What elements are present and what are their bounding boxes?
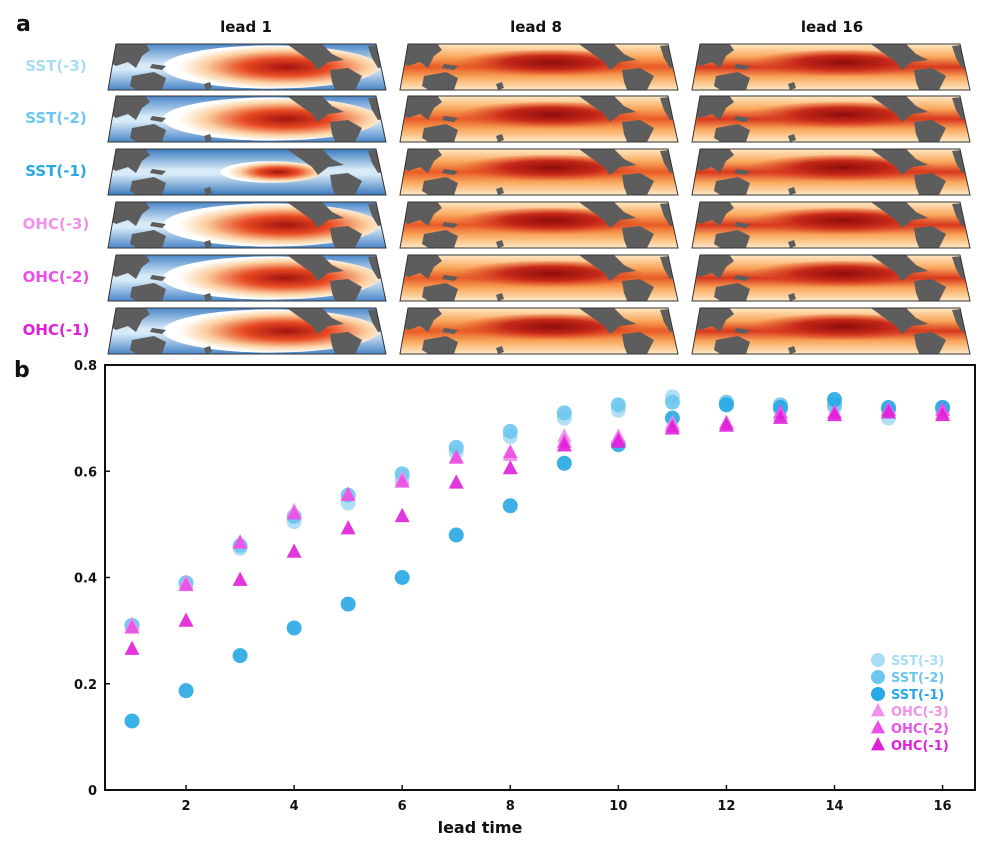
- map-row4-col3: [691, 201, 971, 249]
- point-ohc-2: [178, 576, 194, 592]
- map-row3-col3: [691, 148, 971, 196]
- legend-marker-sst-3: [871, 653, 885, 667]
- row-label-ohc-3: OHC(-3): [22, 215, 90, 233]
- point-ohc-1: [286, 543, 302, 558]
- point-sst-1: [286, 620, 302, 636]
- map-row1-col2: [399, 43, 679, 91]
- legend-label-sst-3: SST(-3): [891, 654, 944, 669]
- point-sst-1: [340, 596, 356, 612]
- legend-label-sst-2: SST(-2): [891, 671, 944, 686]
- point-ohc-1: [718, 417, 734, 432]
- column-title-lead-1: lead 1: [220, 18, 272, 36]
- point-ohc-1: [827, 406, 843, 422]
- map-row5-col3: [691, 254, 971, 302]
- map-row2-col3: [691, 95, 971, 143]
- point-ohc-1: [772, 409, 788, 424]
- point-ohc-1: [448, 474, 464, 489]
- point-ohc-1: [881, 404, 897, 419]
- row-label-sst-2: SST(-2): [25, 109, 87, 127]
- y-tick-label: 0.6: [74, 465, 97, 480]
- map-row5-col2: [399, 254, 679, 302]
- point-sst-2: [664, 394, 680, 410]
- point-sst-1: [178, 683, 194, 699]
- point-sst-1: [448, 527, 464, 543]
- x-tick-label: 2: [182, 799, 191, 814]
- legend-marker-ohc-3: [871, 703, 885, 717]
- map-row6-col3: [691, 307, 971, 355]
- column-title-lead-16: lead 16: [800, 18, 864, 36]
- x-tick-label: 14: [825, 799, 843, 814]
- map-row5-col1: [107, 254, 387, 302]
- map-row2-col1: [107, 95, 387, 143]
- point-ohc-1: [394, 507, 410, 523]
- point-ohc-1: [502, 460, 518, 475]
- legend-label-ohc-1: OHC(-1): [891, 739, 949, 754]
- panel-a-letter: a: [16, 12, 31, 37]
- point-ohc-2: [340, 486, 356, 501]
- y-tick-label: 0.4: [74, 572, 97, 587]
- column-title-lead-8: lead 8: [510, 18, 562, 36]
- x-tick-label: 4: [290, 799, 299, 814]
- point-ohc-1: [340, 520, 356, 535]
- map-row4-col1: [107, 201, 387, 249]
- legend-marker-sst-1: [871, 687, 885, 701]
- y-tick-label: 0.2: [74, 678, 97, 693]
- point-ohc-1: [556, 437, 572, 452]
- y-tick-label: 0.8: [74, 359, 97, 374]
- y-tick-label: 0: [88, 784, 97, 799]
- point-sst-1: [827, 392, 843, 408]
- point-sst-2: [556, 405, 572, 421]
- point-ohc-1: [124, 640, 140, 655]
- x-tick-label: 16: [934, 799, 952, 814]
- point-sst-1: [124, 713, 140, 729]
- point-sst-1: [556, 455, 572, 471]
- row-label-sst-1: SST(-1): [25, 162, 87, 180]
- point-ohc-2: [286, 505, 302, 520]
- point-sst-2: [502, 423, 518, 439]
- point-sst-2: [610, 397, 626, 413]
- legend-label-sst-1: SST(-1): [891, 688, 944, 703]
- point-ohc-2: [394, 473, 410, 488]
- point-sst-2: [448, 439, 464, 455]
- point-ohc-1: [935, 406, 951, 422]
- map-row6-col1: [107, 307, 387, 355]
- point-ohc-2: [502, 444, 518, 459]
- point-sst-1: [394, 570, 410, 585]
- point-ohc-2: [124, 619, 140, 634]
- x-tick-label: 12: [717, 799, 735, 814]
- point-ohc-1: [232, 571, 248, 586]
- point-sst-1: [718, 397, 734, 413]
- map-row6-col2: [399, 307, 679, 355]
- legend-label-ohc-2: OHC(-2): [891, 722, 949, 737]
- map-row3-col1: [107, 148, 387, 196]
- row-label-ohc-1: OHC(-1): [22, 321, 90, 339]
- map-row1-col3: [691, 43, 971, 91]
- plot-frame: [104, 364, 976, 791]
- point-ohc-1: [178, 612, 194, 627]
- point-ohc-2: [232, 534, 248, 549]
- point-sst-1: [232, 648, 248, 664]
- x-tick-label: 6: [398, 799, 407, 814]
- point-ohc-2: [448, 449, 464, 464]
- map-row4-col2: [399, 201, 679, 249]
- map-row1-col1: [107, 43, 387, 91]
- point-ohc-1: [664, 420, 680, 435]
- point-sst-1: [502, 498, 518, 514]
- legend-marker-ohc-1: [871, 737, 885, 751]
- legend-marker-sst-2: [871, 670, 885, 684]
- panel-b-letter: b: [14, 358, 30, 383]
- map-row3-col2: [399, 148, 679, 196]
- row-label-ohc-2: OHC(-2): [22, 268, 90, 286]
- row-label-sst-3: SST(-3): [25, 57, 87, 75]
- scatter-chart: b 0 0.2 0.4 0.6 0.8 2 4 6 8 10 12 14 16 lead time SST(-…: [14, 358, 976, 837]
- x-axis-label: lead time: [438, 818, 523, 837]
- point-ohc-1: [610, 433, 626, 448]
- map-row2-col2: [399, 95, 679, 143]
- legend-marker-ohc-2: [871, 720, 885, 734]
- legend-label-ohc-3: OHC(-3): [891, 705, 949, 720]
- x-tick-label: 8: [506, 799, 515, 814]
- x-tick-label: 10: [609, 799, 627, 814]
